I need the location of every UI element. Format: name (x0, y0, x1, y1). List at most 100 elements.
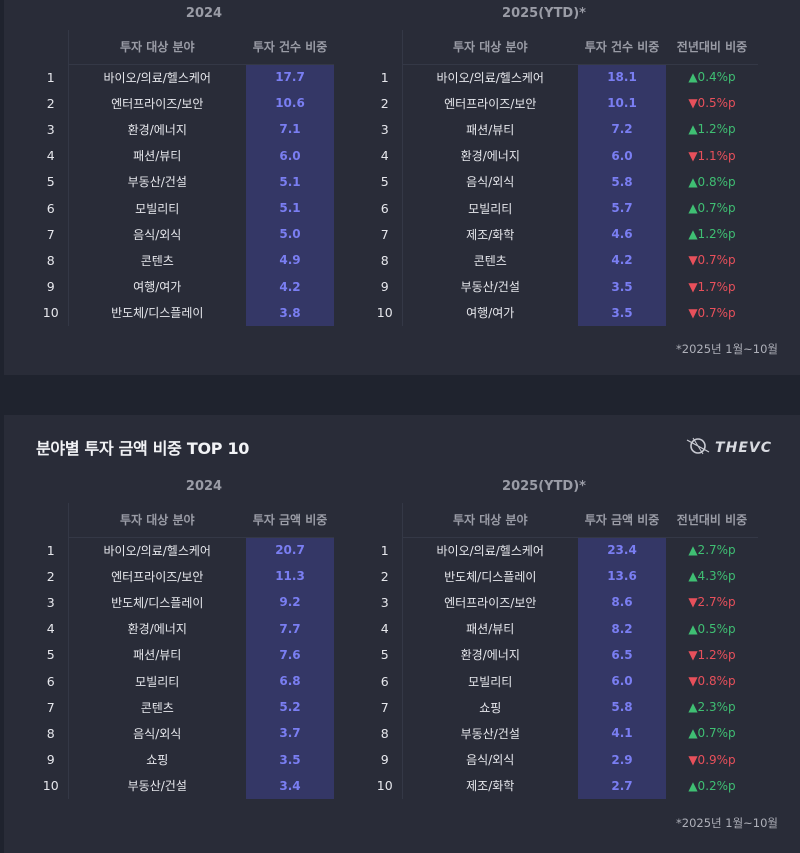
value-cell: 2.7 (578, 772, 666, 799)
value-cell: 2.9 (578, 746, 666, 773)
rank-cell: 7 (46, 226, 55, 242)
value-cell: 13.6 (578, 563, 666, 590)
value-cell: 10.1 (578, 90, 666, 117)
change-cell: ▲1.2%p (688, 227, 736, 242)
table-row: 9 쇼핑 3.5 (34, 746, 334, 773)
rank-cell: 6 (46, 673, 55, 689)
value-cell: 5.8 (578, 694, 666, 721)
col-header-value: 투자 건수 비중 (246, 30, 334, 65)
value-cell: 6.5 (578, 641, 666, 668)
rank-cell: 10 (42, 305, 59, 321)
value-cell: 7.1 (246, 116, 334, 143)
rank-cell: 1 (380, 542, 389, 558)
col-header-field: 투자 대상 분야 (401, 503, 578, 538)
value-cell: 10.6 (246, 90, 334, 117)
value-cell: 4.9 (246, 247, 334, 274)
change-cell: ▲0.7%p (688, 726, 736, 741)
table-row: 8 콘텐츠 4.9 (34, 247, 334, 274)
value-cell: 3.7 (246, 720, 334, 747)
field-cell: 부동산/건설 (401, 273, 578, 300)
count-table-2024: 투자 대상 분야 투자 건수 비중 1 바이오/의료/헬스케어 17.7 2 엔터프라이… (34, 30, 334, 326)
table-row: 5 환경/에너지 6.5 ▼1.2%p (368, 641, 758, 668)
value-cell: 5.8 (578, 168, 666, 195)
footnote: *2025년 1월~10월 (676, 816, 778, 830)
field-cell: 반도체/디스플레이 (67, 589, 246, 616)
table-row: 6 모빌리티 6.0 ▼0.8%p (368, 667, 758, 695)
rank-cell: 8 (380, 725, 389, 741)
table-row: 8 음식/외식 3.7 (34, 720, 334, 747)
table-row: 4 패션/뷰티 6.0 (34, 142, 334, 169)
value-cell: 3.4 (246, 772, 334, 799)
section-title: 분야별 투자 금액 비중 TOP 10 (36, 439, 250, 458)
footnote: *2025년 1월~10월 (676, 342, 778, 356)
table-row: 6 모빌리티 5.7 ▲0.7%p (368, 194, 758, 222)
year-label-2024: 2024 (185, 6, 223, 21)
value-cell: 5.1 (246, 168, 334, 195)
table-row: 2 엔터프라이즈/보안 10.6 (34, 90, 334, 117)
change-cell: ▼0.7%p (688, 305, 736, 320)
rank-cell: 5 (46, 647, 55, 663)
change-cell: ▲0.2%p (688, 778, 736, 793)
value-cell: 23.4 (578, 537, 666, 564)
col-header-change: 전년대비 비중 (666, 503, 758, 538)
field-cell: 음식/외식 (401, 168, 578, 195)
rank-cell: 8 (46, 725, 55, 741)
field-cell: 여행/여가 (67, 273, 246, 300)
value-cell: 3.5 (246, 746, 334, 773)
amount-share-panel: 분야별 투자 금액 비중 TOP 10 THEVC 2024 2025(YTD)… (4, 415, 800, 853)
field-cell: 제조/화학 (401, 772, 578, 799)
table-row: 1 바이오/의료/헬스케어 18.1 ▲0.4%p (368, 64, 758, 91)
field-cell: 모빌리티 (401, 194, 578, 222)
value-cell: 18.1 (578, 64, 666, 91)
table-row: 3 환경/에너지 7.1 (34, 116, 334, 143)
table-row: 6 모빌리티 5.1 (34, 194, 334, 222)
rank-cell: 5 (46, 174, 55, 190)
table-row: 4 환경/에너지 7.7 (34, 615, 334, 642)
value-cell: 4.6 (578, 221, 666, 248)
rank-cell: 5 (380, 647, 389, 663)
rank-cell: 7 (380, 226, 389, 242)
rank-cell: 6 (380, 200, 389, 216)
rank-cell: 1 (46, 542, 55, 558)
value-cell: 8.2 (578, 615, 666, 642)
value-cell: 7.2 (578, 116, 666, 143)
value-cell: 3.8 (246, 299, 334, 326)
field-cell: 엔터프라이즈/보안 (67, 90, 246, 117)
table-row: 3 엔터프라이즈/보안 8.6 ▼2.7%p (368, 589, 758, 616)
rank-cell: 7 (46, 699, 55, 715)
table-row: 2 엔터프라이즈/보안 10.1 ▼0.5%p (368, 90, 758, 117)
field-cell: 쇼핑 (67, 746, 246, 773)
field-cell: 엔터프라이즈/보안 (401, 589, 578, 616)
rank-cell: 3 (380, 594, 389, 610)
change-cell: ▼0.5%p (688, 96, 736, 111)
rank-cell: 3 (380, 121, 389, 137)
change-cell: ▲0.7%p (688, 201, 736, 216)
table-row: 7 쇼핑 5.8 ▲2.3%p (368, 694, 758, 721)
rank-cell: 4 (380, 148, 389, 164)
table-row: 6 모빌리티 6.8 (34, 667, 334, 695)
change-cell: ▲2.7%p (688, 543, 736, 558)
field-cell: 바이오/의료/헬스케어 (401, 64, 578, 91)
col-header-value: 투자 건수 비중 (578, 30, 666, 65)
value-cell: 3.5 (578, 273, 666, 300)
field-cell: 음식/외식 (67, 221, 246, 248)
field-cell: 제조/화학 (401, 221, 578, 248)
field-cell: 쇼핑 (401, 694, 578, 721)
value-cell: 6.8 (246, 667, 334, 695)
col-header-field: 투자 대상 분야 (401, 30, 578, 65)
rank-cell: 4 (46, 148, 55, 164)
field-cell: 콘텐츠 (67, 247, 246, 274)
rank-cell: 9 (46, 752, 55, 768)
table-row: 7 콘텐츠 5.2 (34, 694, 334, 721)
table-row: 9 부동산/건설 3.5 ▼1.7%p (368, 273, 758, 300)
table-row: 3 패션/뷰티 7.2 ▲1.2%p (368, 116, 758, 143)
rank-cell: 2 (46, 568, 55, 584)
value-cell: 4.2 (578, 247, 666, 274)
amount-table-2025: 투자 대상 분야 투자 금액 비중 전년대비 비중 1 바이오/의료/헬스케어 23… (368, 503, 758, 799)
field-cell: 바이오/의료/헬스케어 (67, 537, 246, 564)
table-row: 5 음식/외식 5.8 ▲0.8%p (368, 168, 758, 195)
rank-cell: 4 (380, 621, 389, 637)
col-header-field: 투자 대상 분야 (67, 503, 246, 538)
field-cell: 콘텐츠 (401, 247, 578, 274)
field-cell: 반도체/디스플레이 (67, 299, 246, 326)
